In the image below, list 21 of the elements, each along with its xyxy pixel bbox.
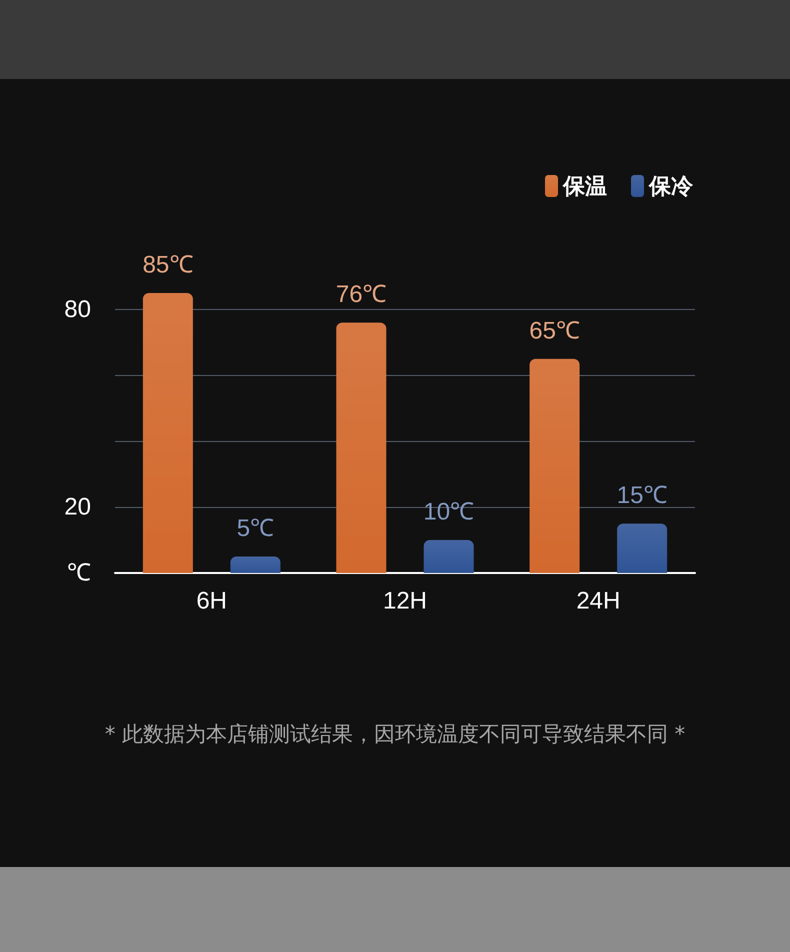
data-label: 5℃ (236, 515, 274, 542)
x-tick-label: 6H (196, 588, 228, 614)
legend-label: 保冷 (648, 174, 694, 198)
data-label: 65℃ (529, 317, 580, 344)
bar (142, 293, 193, 573)
bar (336, 322, 386, 573)
y-tick-label: 20 (64, 494, 91, 521)
data-label: 85℃ (142, 252, 194, 278)
x-tick-label: 12H (382, 588, 428, 614)
bar (617, 524, 668, 573)
bar (424, 540, 474, 573)
y-tick-label: ℃ (67, 560, 91, 586)
data-label: 10℃ (423, 498, 474, 526)
bar (230, 556, 280, 573)
y-tick-label: 80 (64, 296, 91, 323)
legend-label: 保温 (562, 174, 607, 198)
data-label: 15℃ (616, 482, 668, 510)
text: * 此数据为本店铺测试结果，因环境温度不同可导致结果不同 * (104, 721, 686, 748)
x-tick-label: 24H (576, 588, 620, 614)
data-label: 76℃ (336, 281, 387, 308)
bar (530, 358, 580, 573)
